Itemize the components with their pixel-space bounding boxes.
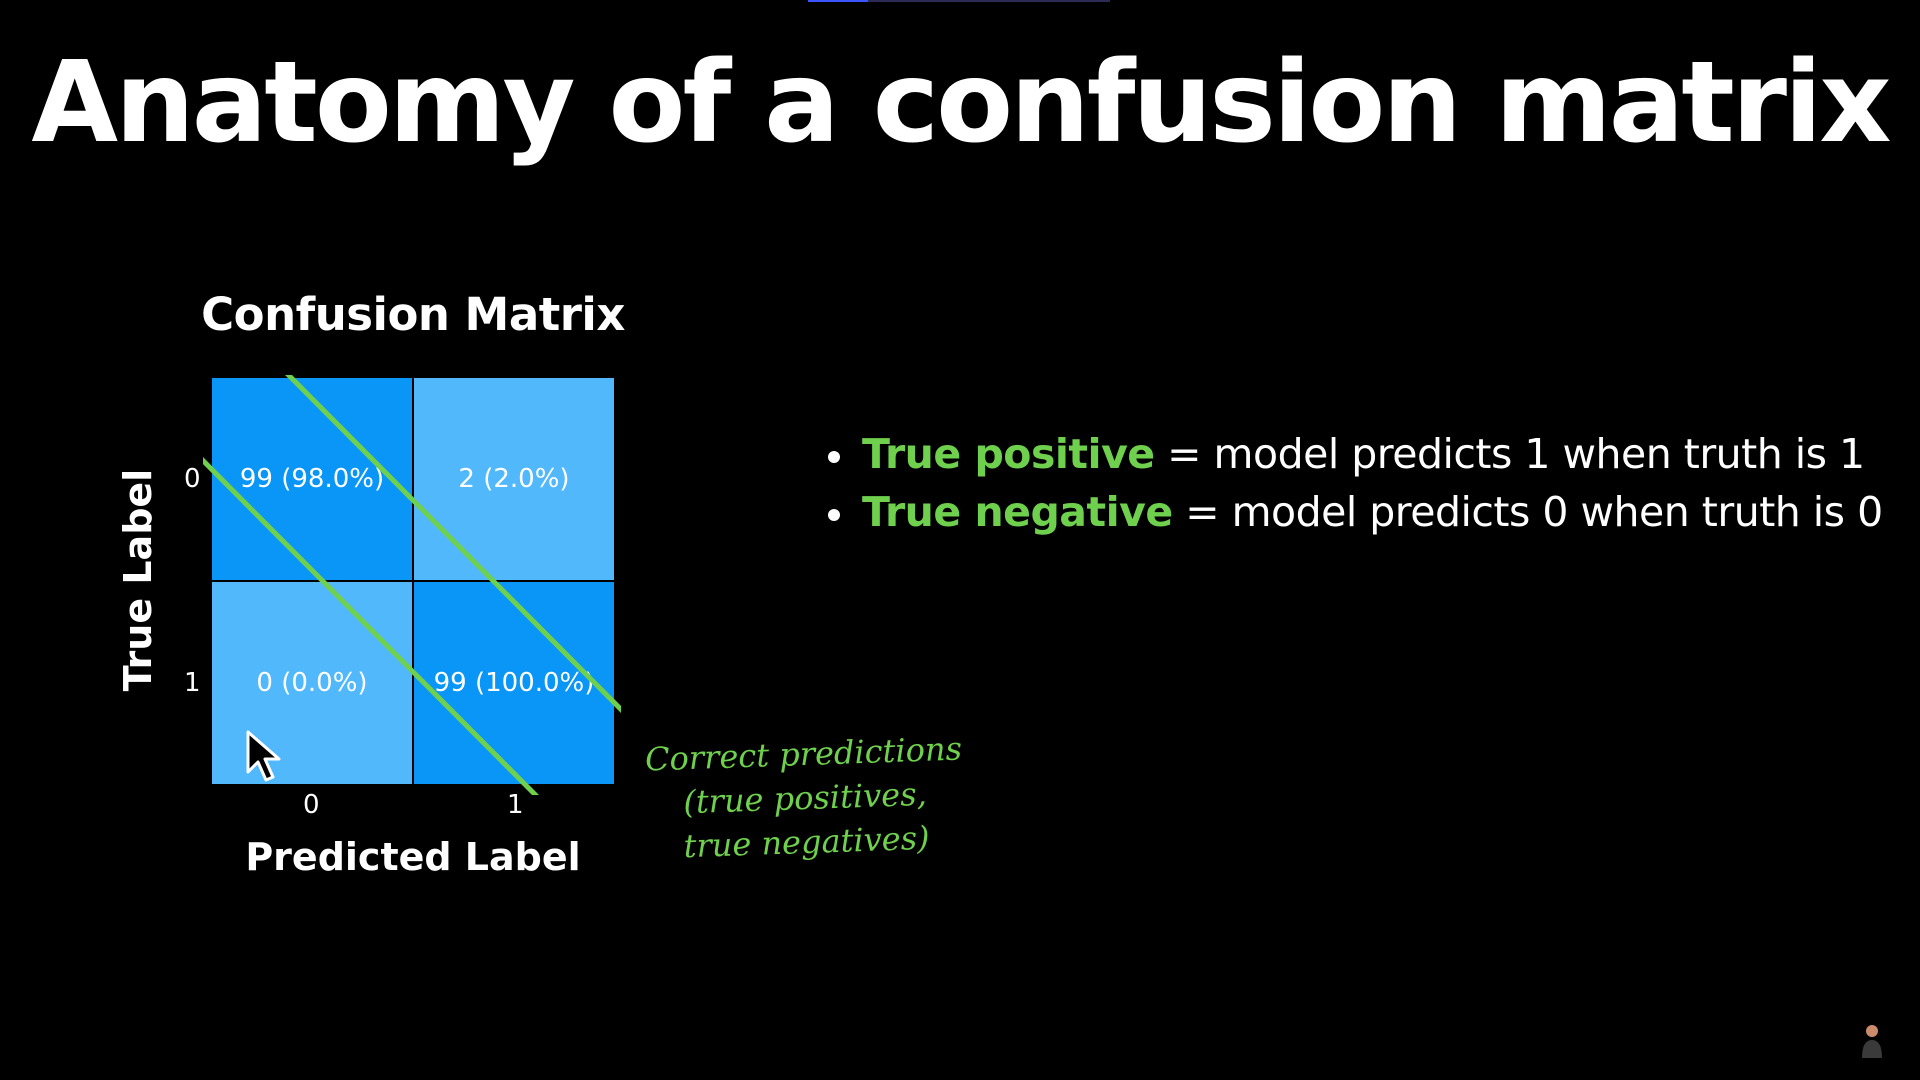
matrix-cell-true1-pred1: 99 (100.0%) — [414, 582, 614, 784]
bullet-dot — [828, 509, 840, 521]
y-axis-label: True Label — [116, 468, 160, 692]
definition-true-positive: True positive = model predicts 1 when tr… — [828, 425, 1883, 483]
progress-fill — [808, 0, 869, 2]
definition-text: = model predicts 0 when truth is 0 — [1172, 488, 1883, 536]
y-tick-0: 0 — [184, 464, 201, 494]
progress-bar — [808, 0, 1110, 2]
matrix-cell-true0-pred1: 2 (2.0%) — [414, 378, 614, 580]
term-true-negative: True negative — [862, 488, 1173, 536]
term-true-positive: True positive — [862, 430, 1155, 478]
bullet-dot — [828, 451, 840, 463]
x-tick-0: 0 — [303, 790, 320, 820]
correct-predictions-note: Correct predictions (true positives, tru… — [618, 726, 992, 871]
y-tick-1: 1 — [184, 668, 201, 698]
definition-true-negative: True negative = model predicts 0 when tr… — [828, 483, 1883, 541]
definition-list: True positive = model predicts 1 when tr… — [828, 425, 1883, 541]
presenter-avatar-icon — [1862, 1025, 1882, 1058]
x-tick-1: 1 — [507, 790, 524, 820]
chart-title: Confusion Matrix — [201, 288, 625, 341]
definition-text: = model predicts 1 when truth is 1 — [1154, 430, 1865, 478]
slide-title: Anatomy of a confusion matrix — [31, 38, 1891, 168]
mouse-cursor-icon — [246, 730, 281, 782]
matrix-cell-true0-pred0: 99 (98.0%) — [212, 378, 412, 580]
matrix-cell-true1-pred0: 0 (0.0%) — [212, 582, 412, 784]
x-axis-label: Predicted Label — [245, 835, 581, 879]
